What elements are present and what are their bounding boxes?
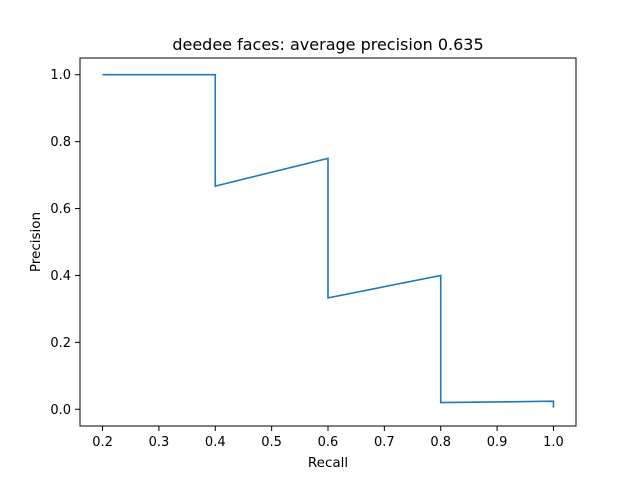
y-tick-label: 0.0 xyxy=(50,403,71,418)
x-axis-label: Recall xyxy=(308,455,348,471)
x-tick-label: 0.8 xyxy=(430,435,451,450)
y-tick-label: 0.4 xyxy=(50,269,71,284)
y-axis: 0.0 0.2 0.4 0.6 0.8 1.0 xyxy=(50,68,80,418)
x-tick-label: 0.5 xyxy=(261,435,282,450)
x-tick-label: 0.9 xyxy=(487,435,508,450)
x-tick-label: 0.3 xyxy=(149,435,170,450)
x-tick-label: 0.2 xyxy=(92,435,113,450)
y-tick-label: 0.8 xyxy=(50,135,71,150)
x-axis: 0.2 0.3 0.4 0.5 0.6 0.7 0.8 0.9 1.0 xyxy=(92,426,564,450)
y-tick-label: 1.0 xyxy=(50,68,71,83)
y-tick-label: 0.2 xyxy=(50,336,71,351)
x-tick-label: 0.6 xyxy=(318,435,339,450)
y-axis-label: Precision xyxy=(28,212,44,272)
x-tick-label: 0.7 xyxy=(374,435,395,450)
y-tick-label: 0.6 xyxy=(50,202,71,217)
precision-recall-line xyxy=(102,73,555,408)
x-tick-label: 0.4 xyxy=(205,435,226,450)
x-tick-label: 1.0 xyxy=(543,435,564,450)
chart-title: deedee faces: average precision 0.635 xyxy=(172,35,483,54)
series-layer xyxy=(102,73,555,408)
